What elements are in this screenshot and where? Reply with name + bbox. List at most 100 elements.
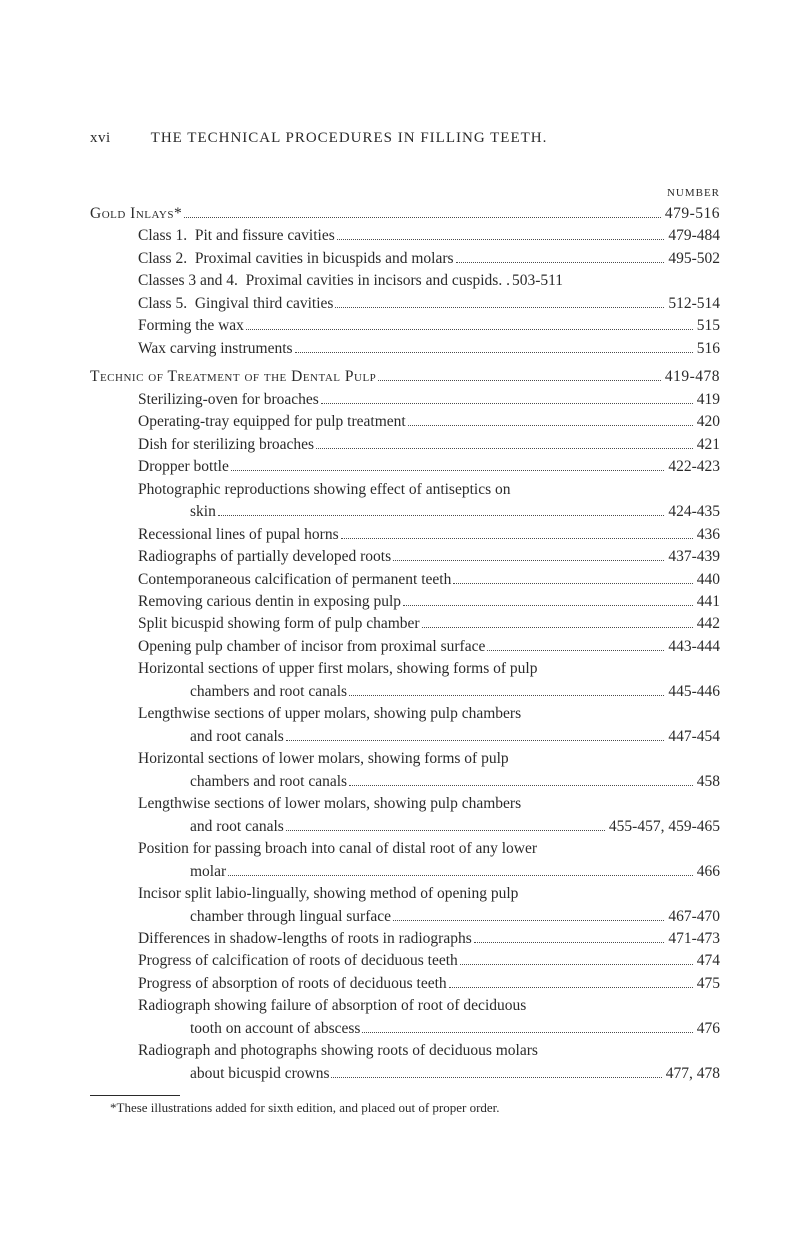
toc-value: 512-514	[666, 293, 720, 315]
toc-value: 458	[695, 771, 720, 793]
leader-dots	[246, 329, 693, 330]
footnote: *These illustrations added for sixth edi…	[90, 1100, 720, 1116]
toc-label: Photographic reproductions showing effec…	[138, 479, 511, 501]
toc-value: 476	[695, 1018, 720, 1040]
toc-value: 474	[695, 950, 720, 972]
toc-label: Radiograph showing failure of absorption…	[138, 995, 526, 1017]
leader-dots	[231, 470, 665, 471]
toc-label: Dish for sterilizing broaches	[138, 434, 314, 456]
toc-value: 447-454	[666, 726, 720, 748]
toc-row: Contemporaneous calcification of permane…	[90, 569, 720, 591]
toc-label: Differences in shadow-lengths of roots i…	[138, 928, 472, 950]
toc-value: 422-423	[666, 456, 720, 478]
toc-label: Sterilizing-oven for broaches	[138, 389, 319, 411]
toc-row: Photographic reproductions showing effec…	[90, 479, 720, 501]
toc-label: Operating-tray equipped for pulp treatme…	[138, 411, 406, 433]
toc-value: 419	[695, 389, 720, 411]
leader-dots	[337, 239, 665, 240]
toc-label: Lengthwise sections of upper molars, sho…	[138, 703, 521, 725]
toc-value: 467-470	[666, 906, 720, 928]
toc-row: Class 2. Proximal cavities in bicuspids …	[90, 248, 720, 270]
toc-row: Sterilizing-oven for broaches 419	[90, 389, 720, 411]
toc-row: Horizontal sections of lower molars, sho…	[90, 748, 720, 770]
toc-label: Opening pulp chamber of incisor from pro…	[138, 636, 485, 658]
toc-label: Class 5. Gingival third cavities	[138, 293, 333, 315]
toc-label: Wax carving instruments	[138, 338, 293, 360]
toc-heading: Technic of Treatment of the Dental Pulp 4…	[90, 366, 720, 388]
toc-row: Class 1. Pit and fissure cavities479-484	[90, 225, 720, 247]
toc-heading: Gold Inlays* 479-516	[90, 203, 720, 225]
toc-row: Radiographs of partially developed roots…	[90, 546, 720, 568]
page-number: xvi	[90, 130, 111, 147]
leader-dots	[316, 448, 693, 449]
leader-dots	[341, 538, 693, 539]
page-title: THE TECHNICAL PROCEDURES IN FILLING TEET…	[151, 130, 548, 147]
toc-label: Incisor split labio-lingually, showing m…	[138, 883, 518, 905]
toc-row: Split bicuspid showing form of pulp cham…	[90, 613, 720, 635]
leader-dots	[393, 560, 664, 561]
leader-dots	[218, 515, 664, 516]
leader-dots	[487, 650, 664, 651]
toc-label: Position for passing broach into canal o…	[138, 838, 537, 860]
toc-value: 437-439	[666, 546, 720, 568]
toc-value: 471-473	[666, 928, 720, 950]
toc-value: 495-502	[666, 248, 720, 270]
leader-dots	[331, 1077, 661, 1078]
leader-dots	[393, 920, 664, 921]
toc-value: 420	[695, 411, 720, 433]
toc-value: 516	[695, 338, 720, 360]
toc-value: 503-511	[510, 270, 563, 292]
toc-label: about bicuspid crowns	[190, 1063, 329, 1085]
toc-row: Radiograph showing failure of absorption…	[90, 995, 720, 1017]
toc-label: and root canals	[190, 726, 284, 748]
toc-row: molar466	[90, 861, 720, 883]
toc-label: Gold Inlays*	[90, 203, 182, 225]
toc-label: Dropper bottle	[138, 456, 229, 478]
toc-label: Class 1. Pit and fissure cavities	[138, 225, 335, 247]
leader-dots	[474, 942, 665, 943]
toc-row: Classes 3 and 4. Proximal cavities in in…	[90, 270, 720, 292]
toc-row: Progress of absorption of roots of decid…	[90, 973, 720, 995]
toc-label: Removing carious dentin in exposing pulp	[138, 591, 401, 613]
toc-row: Radiograph and photographs showing roots…	[90, 1040, 720, 1062]
toc-label: Technic of Treatment of the Dental Pulp	[90, 366, 376, 388]
toc-row: Operating-tray equipped for pulp treatme…	[90, 411, 720, 433]
leader-dots	[378, 380, 661, 381]
leader-dots	[456, 262, 665, 263]
leader-dots	[228, 875, 693, 876]
leader-dots	[449, 987, 693, 988]
toc-row: Lengthwise sections of lower molars, sho…	[90, 793, 720, 815]
toc-row: Opening pulp chamber of incisor from pro…	[90, 636, 720, 658]
toc-row: Recessional lines of pupal horns 436	[90, 524, 720, 546]
toc-value: 466	[695, 861, 720, 883]
toc-label: Horizontal sections of upper first molar…	[138, 658, 538, 680]
toc-row: Forming the wax515	[90, 315, 720, 337]
toc-value: 436	[695, 524, 720, 546]
toc-value: 479-516	[663, 203, 720, 225]
toc-row: Removing carious dentin in exposing pulp…	[90, 591, 720, 613]
leader-dots	[184, 217, 661, 218]
toc-value: 419-478	[663, 366, 720, 388]
toc-label: Progress of calcification of roots of de…	[138, 950, 458, 972]
toc-row: Wax carving instruments 516	[90, 338, 720, 360]
toc-label: and root canals	[190, 816, 284, 838]
toc-label: Horizontal sections of lower molars, sho…	[138, 748, 509, 770]
toc-row: chamber through lingual surface467-470	[90, 906, 720, 928]
toc-row: Incisor split labio-lingually, showing m…	[90, 883, 720, 905]
toc-row: Position for passing broach into canal o…	[90, 838, 720, 860]
toc-label: tooth on account of abscess	[190, 1018, 360, 1040]
toc-value: 515	[695, 315, 720, 337]
toc-label: Recessional lines of pupal horns	[138, 524, 339, 546]
page: xvi THE TECHNICAL PROCEDURES IN FILLING …	[0, 0, 800, 1176]
toc-label: Radiographs of partially developed roots	[138, 546, 391, 568]
toc-row: Lengthwise sections of upper molars, sho…	[90, 703, 720, 725]
toc-row: and root canals455-457, 459-465	[90, 816, 720, 838]
toc-value: 445-446	[666, 681, 720, 703]
toc-value: 442	[695, 613, 720, 635]
toc-row: Differences in shadow-lengths of roots i…	[90, 928, 720, 950]
toc-value: 421	[695, 434, 720, 456]
leader-dots	[408, 425, 693, 426]
toc-label: Lengthwise sections of lower molars, sho…	[138, 793, 521, 815]
toc-value: 443-444	[666, 636, 720, 658]
leader-dots	[321, 403, 693, 404]
